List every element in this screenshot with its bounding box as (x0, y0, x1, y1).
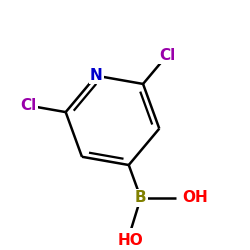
Text: Cl: Cl (20, 98, 37, 113)
Text: N: N (90, 68, 102, 83)
Text: OH: OH (182, 190, 208, 206)
Text: B: B (135, 190, 146, 206)
Text: Cl: Cl (159, 48, 175, 63)
Text: HO: HO (118, 233, 144, 248)
